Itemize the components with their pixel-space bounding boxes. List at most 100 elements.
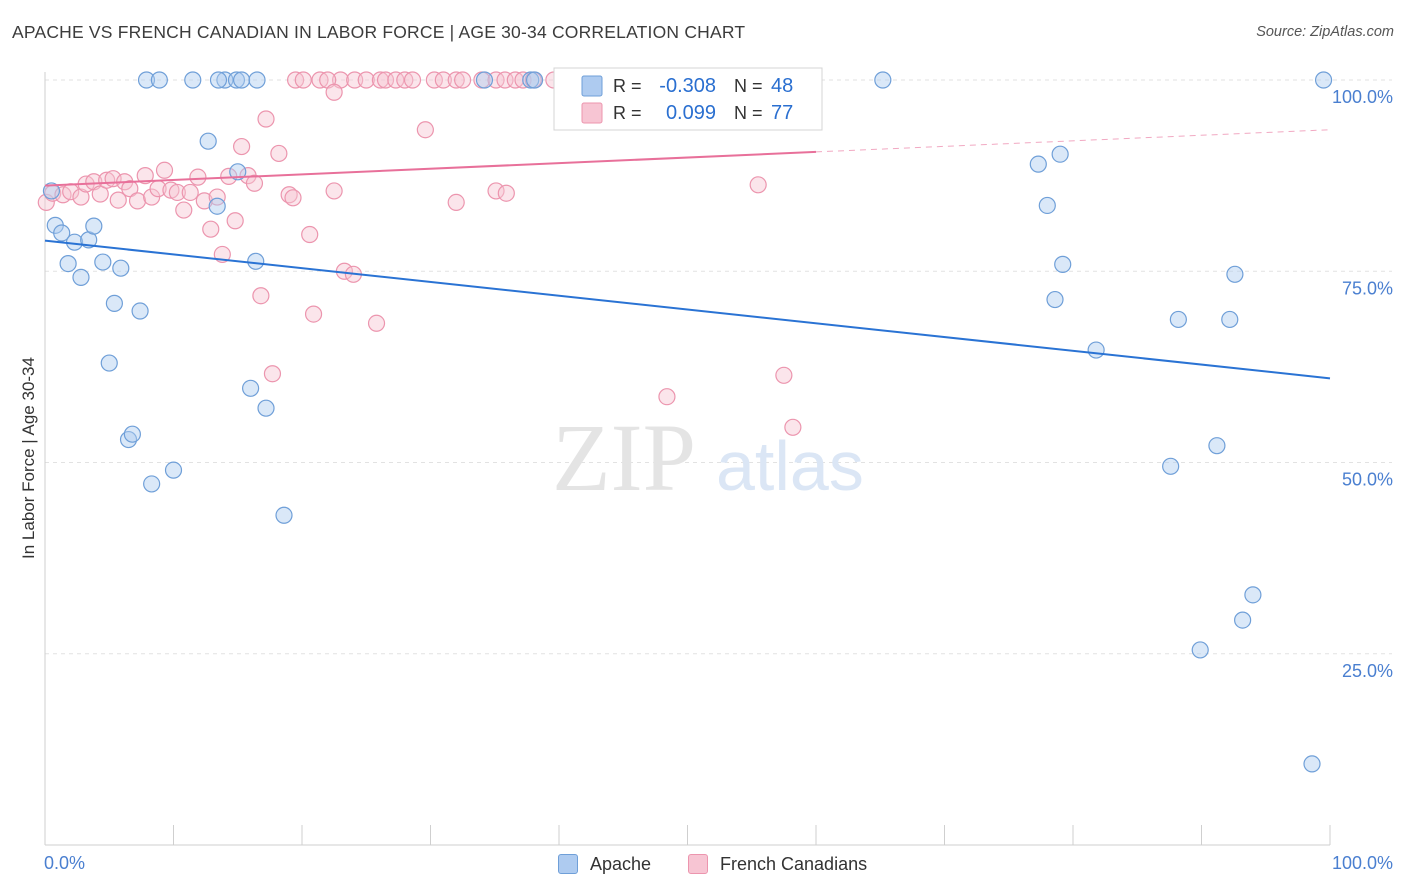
french-point-35: [270, 144, 288, 163]
apache-point-0: [42, 182, 61, 200]
apache-point-38: [1038, 196, 1056, 215]
legend-item-french-canadians[interactable]: French Canadians: [688, 852, 867, 876]
apache-point-24: [209, 71, 228, 89]
legend-swatch-apache: [581, 75, 603, 97]
apache-point-18: [150, 71, 168, 89]
french-point-73: [447, 193, 465, 211]
legend-swatch-apache-bottom: [558, 854, 578, 874]
french-point-40: [325, 182, 343, 200]
series-apache: [42, 71, 1333, 773]
french-point-21: [181, 183, 199, 202]
apache-point-41: [1087, 341, 1105, 359]
chart-title: APACHE VS FRENCH CANADIAN IN LABOR FORCE…: [12, 22, 746, 42]
french-point-54: [434, 71, 452, 89]
french-point-10: [109, 191, 127, 209]
y-tick-label-25: 25.0%: [1342, 661, 1393, 681]
apache-point-10: [112, 259, 130, 277]
legend-swatch-french-bottom: [688, 854, 708, 874]
apache-point-46: [1208, 437, 1226, 455]
y-tick-label-50: 50.0%: [1342, 470, 1393, 490]
apache-point-27: [208, 197, 226, 215]
french-point-4: [72, 188, 90, 206]
apache-point-49: [1191, 641, 1209, 659]
apache-point-25: [248, 71, 266, 89]
apache-point-9: [105, 294, 123, 312]
apache-point-39: [1054, 255, 1072, 273]
apache-point-2: [53, 224, 71, 242]
apache-point-34: [525, 71, 544, 89]
french-point-20: [175, 201, 193, 219]
apache-point-35: [874, 71, 892, 89]
trend-lines: [44, 129, 1331, 380]
legend-box: R = -0.308 N = 48 R = 0.099 N = 77: [553, 67, 823, 131]
french-point-33: [257, 110, 275, 128]
apache-trend-line: [44, 239, 1331, 380]
apache-point-16: [164, 461, 183, 479]
apache-point-3: [59, 255, 77, 273]
french-trend-line: [44, 150, 817, 187]
french-point-46: [357, 71, 375, 89]
french-point-49: [387, 71, 405, 89]
apache-point-4: [65, 233, 84, 251]
french-point-8: [98, 171, 116, 189]
apache-point-7: [85, 217, 103, 235]
legend-r-label-apache: R =: [613, 76, 642, 96]
apache-point-5: [72, 268, 90, 286]
french-point-77: [749, 176, 767, 194]
legend-swatch-french: [581, 102, 603, 124]
legend-r-value-french: 0.099: [666, 102, 716, 124]
apache-point-42: [1169, 310, 1187, 329]
french-point-19: [168, 183, 186, 202]
french-point-52: [416, 121, 434, 139]
legend-n-label-apache: N =: [734, 76, 763, 96]
tick-labels: 0.0% 100.0% 25.0% 50.0% 75.0% 100.0%: [44, 87, 1393, 873]
french-point-78: [775, 366, 793, 384]
x-tick-label-max: 100.0%: [1332, 853, 1393, 873]
apache-point-14: [123, 425, 141, 443]
gridlines: [45, 79, 1392, 655]
legend-r-value-apache: -0.308: [659, 75, 716, 97]
apache-point-48: [1234, 611, 1252, 629]
french-point-32: [252, 287, 270, 305]
apache-point-32: [475, 71, 494, 89]
apache-point-47: [1244, 586, 1262, 604]
french-point-28: [226, 212, 244, 230]
y-tick-label-75: 75.0%: [1342, 278, 1393, 298]
apache-point-51: [1314, 71, 1333, 89]
french-point-72: [325, 83, 343, 101]
french-point-43: [367, 314, 386, 332]
apache-point-19: [184, 71, 202, 89]
french-point-17: [155, 161, 174, 179]
french-point-53: [425, 71, 443, 89]
french-point-23: [195, 192, 213, 210]
watermark-atlas: atlas: [716, 427, 864, 505]
legend-n-label-french: N =: [734, 103, 763, 123]
french-point-24: [202, 220, 220, 238]
apache-point-29: [242, 379, 260, 397]
french-point-74: [487, 182, 505, 200]
apache-point-12: [100, 354, 118, 372]
apache-point-50: [1303, 755, 1321, 773]
legend-item-apache[interactable]: Apache: [558, 852, 651, 876]
apache-point-28: [247, 252, 265, 270]
axes: [44, 72, 1331, 846]
french-point-56: [454, 71, 472, 89]
apache-point-30: [257, 399, 275, 417]
watermark: ZIP atlas: [552, 404, 864, 511]
legend-label-apache: Apache: [590, 853, 652, 874]
apache-point-40: [1046, 290, 1064, 309]
apache-point-44: [1226, 265, 1244, 283]
french-point-39: [304, 305, 323, 323]
french-point-25: [208, 188, 226, 206]
apache-point-8: [94, 253, 112, 271]
watermark-zip: ZIP: [552, 404, 696, 511]
french-point-38: [301, 225, 319, 244]
apache-point-45: [1162, 457, 1180, 475]
french-point-76: [658, 388, 676, 406]
french-point-79: [784, 418, 802, 436]
apache-point-26: [229, 163, 247, 181]
x-tick-label-min: 0.0%: [44, 853, 85, 873]
apache-point-21: [227, 71, 246, 89]
chart-source: Source: ZipAtlas.com: [1256, 24, 1394, 40]
